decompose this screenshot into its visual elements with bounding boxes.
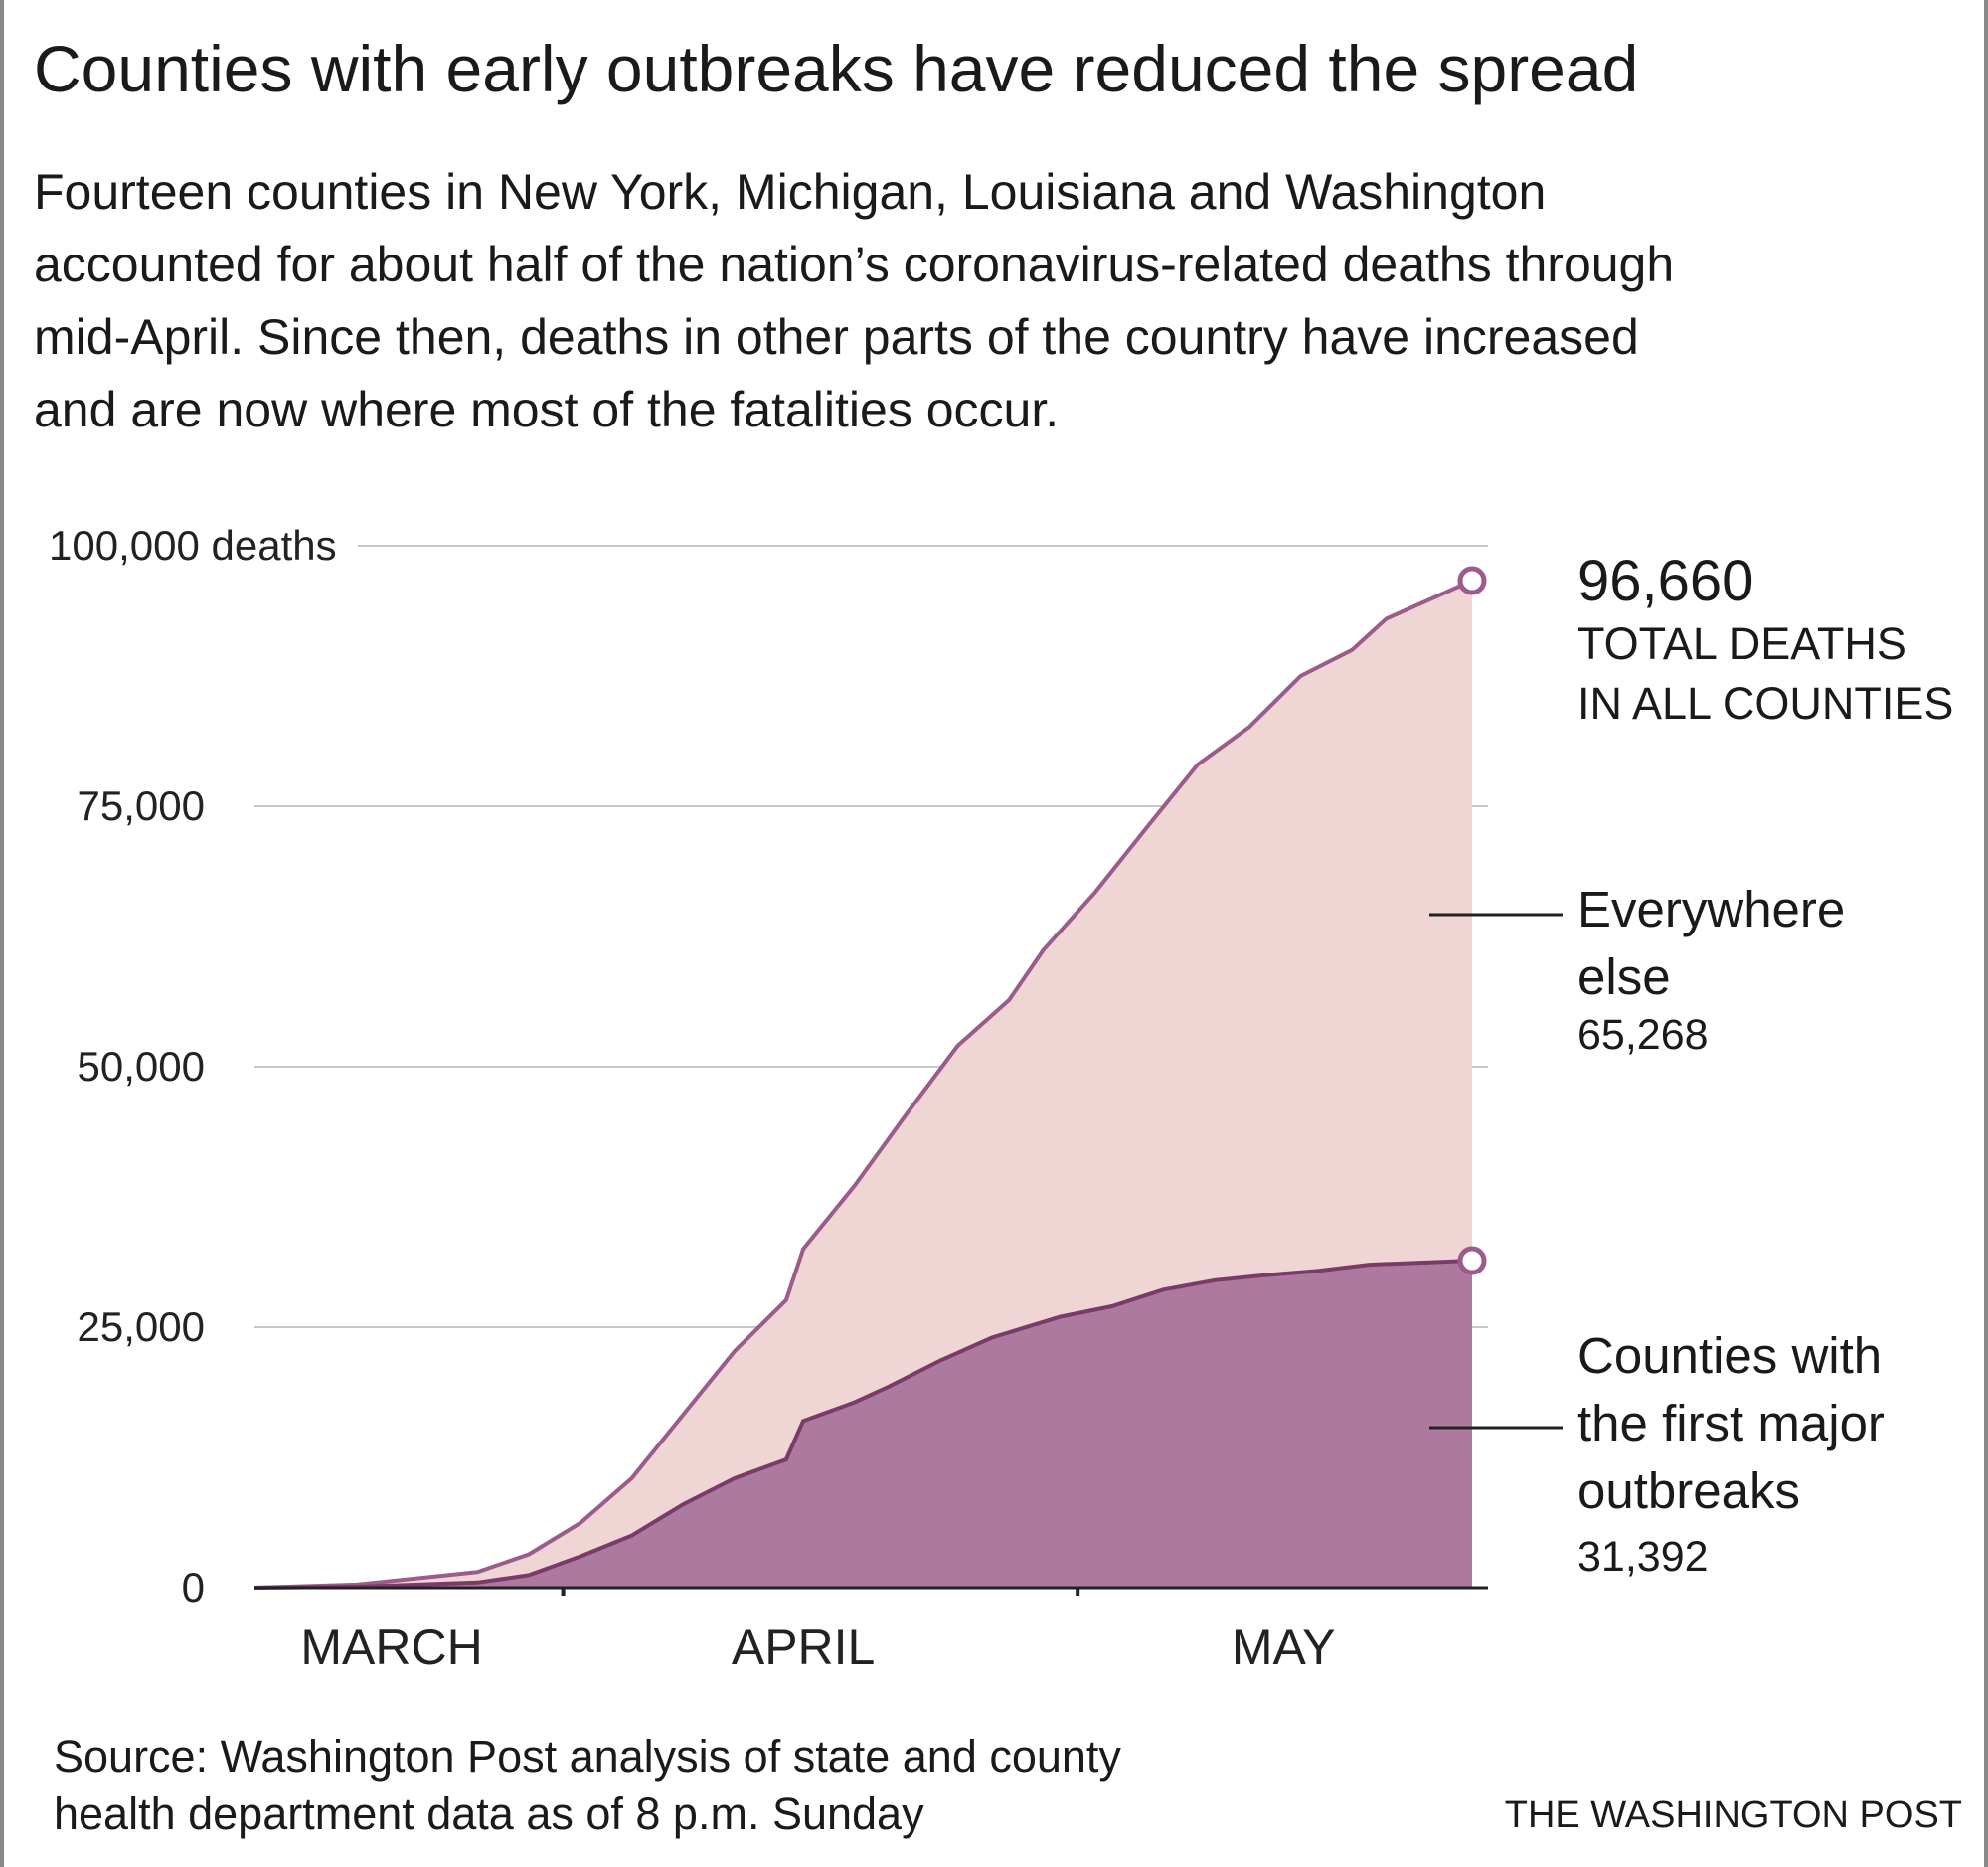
source-line: Source: Washington Post analysis of stat… <box>54 1731 1121 1782</box>
total-deaths-caption: TOTAL DEATHS <box>1577 618 1906 669</box>
x-axis: MARCH APRIL MAY <box>254 1586 1488 1675</box>
y-tick-label: 0 <box>182 1564 205 1611</box>
outbreak-counties-line <box>253 1259 1473 1590</box>
everywhere-label: Everywhere <box>1577 881 1845 937</box>
total-deaths-caption: IN ALL COUNTIES <box>1577 678 1953 729</box>
subtitle-line: mid-April. Since then, deaths in other p… <box>34 309 1639 365</box>
x-month-label: APRIL <box>732 1619 876 1675</box>
outbreak-label: Counties with <box>1577 1327 1882 1384</box>
everywhere-label: else <box>1577 948 1671 1005</box>
x-month-label: MARCH <box>300 1619 482 1675</box>
chart-title: Counties with early outbreaks have reduc… <box>34 32 1638 105</box>
subtitle-line: accounted for about half of the nation’s… <box>34 237 1674 292</box>
outbreak-label: the first major <box>1577 1395 1885 1451</box>
subtitle-line: and are now where most of the fatalities… <box>34 382 1059 437</box>
total-deaths-line <box>253 579 1473 1590</box>
credit: THE WASHINGTON POST <box>1505 1794 1962 1836</box>
y-tick-label: 75,000 <box>78 782 205 829</box>
x-month-label: MAY <box>1232 1619 1336 1675</box>
everywhere-value: 65,268 <box>1577 1011 1709 1059</box>
total-deaths-value: 96,660 <box>1577 549 1753 613</box>
subtitle-line: Fourteen counties in New York, Michigan,… <box>34 164 1546 220</box>
outbreak-label: outbreaks <box>1577 1462 1800 1519</box>
total-end-marker <box>1457 566 1487 595</box>
outbreak-counties-area <box>254 1261 1472 1588</box>
y-tick-label: 25,000 <box>78 1303 205 1350</box>
y-tick-label: 100,000 deaths <box>49 522 337 569</box>
source-line: health department data as of 8 p.m. Sund… <box>54 1788 924 1839</box>
outbreak-value: 31,392 <box>1577 1533 1709 1581</box>
y-tick-label: 50,000 <box>78 1043 205 1090</box>
outbreak-end-marker <box>1457 1246 1487 1275</box>
